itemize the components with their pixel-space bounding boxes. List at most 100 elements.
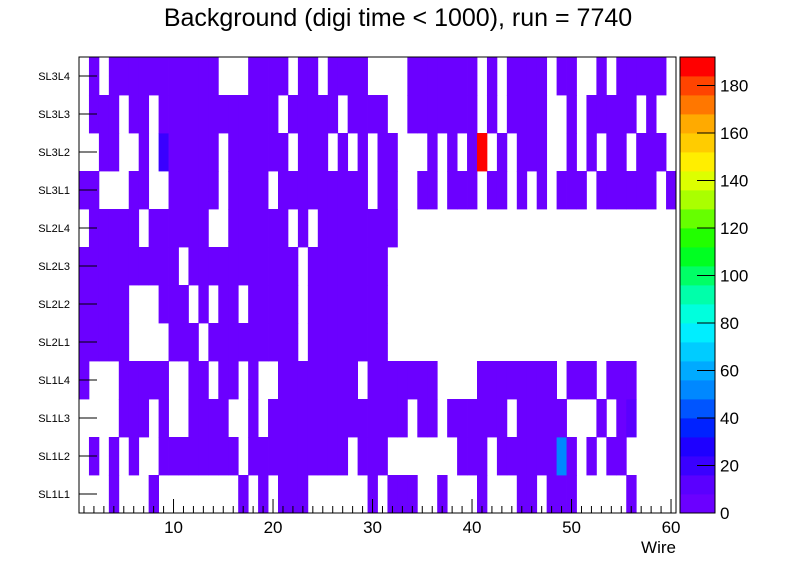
heatmap-cell (616, 361, 627, 400)
heatmap-cell (636, 133, 647, 172)
heatmap-cell (278, 437, 289, 476)
heatmap-cell (367, 399, 378, 438)
heatmap-cell (287, 437, 299, 476)
y-axis-label: SL3L4 (38, 71, 70, 83)
heatmap-cell (317, 133, 329, 172)
color-scale-tick-label: 180 (720, 77, 748, 96)
y-axis-label: SL2L3 (38, 261, 70, 273)
heatmap-cell (457, 399, 468, 438)
heatmap-cell (387, 361, 398, 400)
heatmap-cell (228, 209, 239, 248)
heatmap-cell (516, 475, 528, 514)
heatmap-cell (566, 475, 577, 514)
heatmap-cell (536, 57, 548, 96)
heatmap-cell (268, 95, 279, 134)
heatmap-cell (427, 399, 438, 438)
heatmap-cell (168, 285, 179, 324)
heatmap-cell (307, 285, 319, 324)
heatmap-cell (626, 361, 637, 400)
x-axis-tick-label: 40 (463, 518, 482, 537)
heatmap-cell (317, 247, 329, 286)
color-scale-band (680, 285, 715, 305)
heatmap-cell (556, 171, 567, 210)
heatmap-cell (377, 209, 388, 248)
heatmap-cell (258, 285, 269, 324)
heatmap-cell (188, 399, 199, 438)
heatmap-cell (367, 437, 378, 476)
heatmap-cell (337, 57, 349, 96)
heatmap-cell (447, 57, 458, 96)
heatmap-cell (297, 95, 309, 134)
heatmap-cell (307, 361, 319, 400)
heatmap-cell (337, 133, 349, 172)
heatmap-cell (248, 285, 259, 324)
heatmap-cell (496, 133, 508, 172)
heatmap-cell (198, 399, 209, 438)
heatmap-cell (467, 399, 478, 438)
color-scale-band (680, 209, 715, 229)
heatmap-cell (566, 57, 577, 96)
heatmap-cell (516, 171, 528, 210)
color-scale-band (680, 247, 715, 267)
y-axis-labels: SL1L1 SL1L2 SL1L3 SL1L4 SL2L1 SL2L2 SL2L3 SL2L4… (38, 71, 97, 501)
heatmap-cell (158, 285, 169, 324)
heatmap-cell (138, 133, 150, 172)
heatmap-cell (108, 475, 120, 514)
heatmap-cell (128, 171, 140, 210)
heatmap-cell (188, 361, 199, 400)
heatmap-cell (407, 95, 418, 134)
heatmap-cell (287, 95, 299, 134)
heatmap-cell (297, 437, 309, 476)
heatmap-cell (238, 133, 249, 172)
heatmap-cell (208, 437, 219, 476)
color-scale: 0 20 40 60 80 100 120 140 160 180 (679, 56, 748, 523)
heatmap-cell (238, 247, 249, 286)
color-scale-band (680, 475, 715, 495)
heatmap-cell (307, 399, 319, 438)
heatmap-cell (646, 57, 657, 96)
plot-frame (78, 56, 677, 514)
heatmap-cell (646, 171, 657, 210)
heatmap-cell (377, 247, 388, 286)
color-scale-tick-label: 160 (720, 124, 748, 143)
heatmap-cell (417, 171, 428, 210)
heatmap-cell (297, 399, 309, 438)
heatmap-cell (307, 171, 319, 210)
heatmap-cell (397, 361, 408, 400)
color-scale-band (680, 152, 715, 172)
heatmap-cell (526, 95, 538, 134)
heatmap-cell (606, 437, 617, 476)
heatmap-cell (556, 475, 567, 514)
heatmap-cell (377, 361, 388, 400)
heatmap-cell (208, 171, 219, 210)
heatmap-cell (367, 95, 378, 134)
heatmap-cell (297, 171, 309, 210)
heatmap-cell (377, 399, 388, 438)
heatmap-cell (218, 247, 229, 286)
heatmap-cell (656, 133, 667, 172)
heatmap-cell (178, 171, 189, 210)
heatmap-cell (327, 209, 339, 248)
color-scale-band (680, 57, 715, 77)
heatmap-cell (208, 95, 219, 134)
heatmap-cell (516, 361, 528, 400)
heatmap-cell (248, 133, 259, 172)
heatmap-cell (287, 361, 299, 400)
heatmap-cell (606, 133, 617, 172)
heatmap-cell (526, 399, 538, 438)
heatmap-cell (248, 209, 259, 248)
heatmap-cell (238, 323, 249, 362)
heatmap-cell (367, 247, 378, 286)
heatmap-cell (278, 247, 289, 286)
heatmap-cell (496, 171, 508, 210)
heatmap-cell (546, 437, 557, 476)
heatmap-cell (526, 133, 538, 172)
heatmap-cell (467, 171, 478, 210)
chart-title: Background (digi time < 1000), run = 774… (163, 4, 633, 32)
heatmap-cell (536, 437, 548, 476)
heatmap-cell (477, 437, 488, 476)
heatmap-cell (377, 171, 388, 210)
heatmap-cell (258, 437, 269, 476)
heatmap-cell (327, 57, 339, 96)
heatmap-cell (546, 475, 557, 514)
